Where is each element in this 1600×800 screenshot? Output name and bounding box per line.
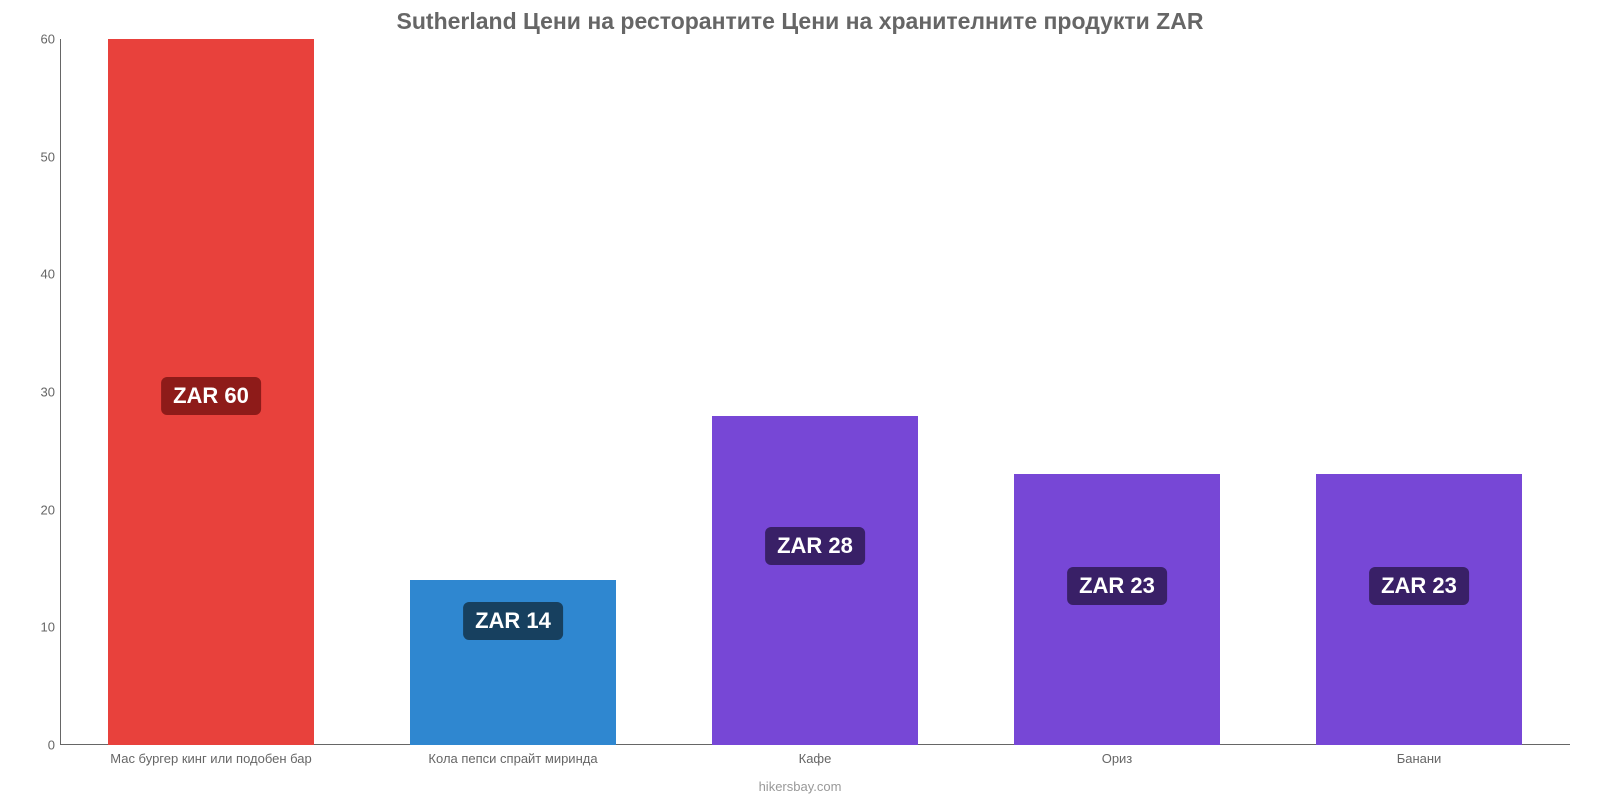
- chart-footer: hikersbay.com: [0, 779, 1600, 794]
- y-tick-label: 0: [20, 738, 55, 753]
- category-label: Кафе: [664, 745, 966, 767]
- y-tick-label: 10: [20, 620, 55, 635]
- category-label: Кола пепси спрайт миринда: [362, 745, 664, 767]
- bar-value-label: ZAR 60: [161, 377, 261, 415]
- y-tick-label: 50: [20, 149, 55, 164]
- bar-value-label: ZAR 23: [1369, 567, 1469, 605]
- y-tick-label: 40: [20, 267, 55, 282]
- bar-slot: ZAR 23Банани: [1268, 39, 1570, 745]
- bar: [712, 416, 917, 745]
- chart-title: Sutherland Цени на ресторантите Цени на …: [0, 0, 1600, 39]
- category-label: Мас бургер кинг или подобен бар: [60, 745, 362, 767]
- bar-value-label: ZAR 14: [463, 602, 563, 640]
- plot-area: 0102030405060 ZAR 60Мас бургер кинг или …: [60, 39, 1570, 745]
- bar-value-label: ZAR 23: [1067, 567, 1167, 605]
- price-bar-chart: Sutherland Цени на ресторантите Цени на …: [0, 0, 1600, 800]
- bar-slot: ZAR 60Мас бургер кинг или подобен бар: [60, 39, 362, 745]
- y-tick-label: 20: [20, 502, 55, 517]
- bars-container: ZAR 60Мас бургер кинг или подобен барZAR…: [60, 39, 1570, 745]
- y-tick-label: 60: [20, 32, 55, 47]
- bar-slot: ZAR 23Ориз: [966, 39, 1268, 745]
- bar-slot: ZAR 14Кола пепси спрайт миринда: [362, 39, 664, 745]
- bar-slot: ZAR 28Кафе: [664, 39, 966, 745]
- y-axis: 0102030405060: [20, 39, 55, 745]
- category-label: Банани: [1268, 745, 1570, 767]
- y-tick-label: 30: [20, 385, 55, 400]
- bar: [1014, 474, 1219, 745]
- bar-value-label: ZAR 28: [765, 527, 865, 565]
- bar: [1316, 474, 1521, 745]
- category-label: Ориз: [966, 745, 1268, 767]
